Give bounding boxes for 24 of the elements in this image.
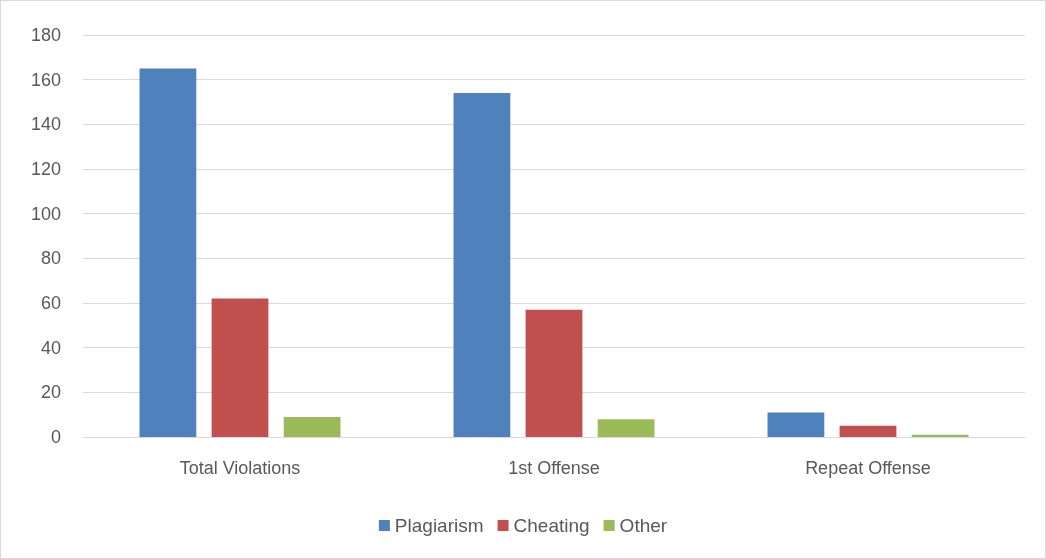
y-tick-label: 0 [50,427,61,447]
y-tick-label: 180 [30,25,61,45]
y-tick-label: 20 [40,382,61,403]
bar [525,309,583,437]
y-tick-label: 40 [40,337,61,358]
y-tick-label: 80 [40,248,61,269]
bar [767,412,825,437]
bar [139,68,197,437]
x-tick-label: Total Violations [179,458,301,478]
bar [211,298,269,437]
x-tick-label: Repeat Offense [805,458,931,478]
bar [839,425,897,437]
bar [453,93,511,437]
y-tick-label: 120 [30,159,61,179]
legend-label: Other [619,515,668,536]
x-tick-label: 1st Offense [508,458,600,478]
legend-label: Cheating [513,515,590,536]
legend-label: Plagiarism [394,515,484,536]
y-tick-label: 140 [30,114,61,135]
bar [597,419,655,437]
y-tick-label: 160 [30,69,61,90]
y-tick-label: 100 [30,203,61,224]
y-tick-label: 60 [40,293,61,313]
bar [283,416,341,437]
